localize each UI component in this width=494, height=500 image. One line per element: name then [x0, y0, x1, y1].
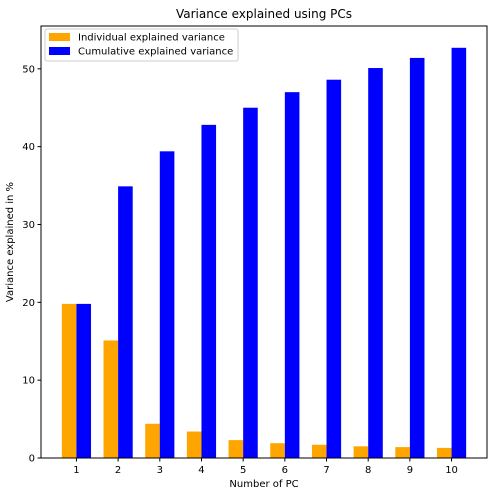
bar-cumulative: [159, 151, 175, 459]
plot-area-frame: [40, 25, 488, 459]
y-tick-label: 50: [22, 64, 35, 75]
y-tick-label: 20: [22, 298, 35, 309]
x-axis-label: Number of PC: [229, 479, 298, 490]
chart-title: Variance explained using PCs: [176, 7, 352, 21]
bar-individual: [103, 340, 119, 458]
bar-cumulative: [326, 79, 342, 459]
legend: Individual explained variance Cumulative…: [44, 28, 239, 62]
legend-label-cumulative: Cumulative explained variance: [78, 47, 233, 58]
bar-cumulative: [284, 92, 300, 458]
legend-swatch-individual: [49, 33, 70, 41]
y-tick-label: 30: [22, 220, 35, 231]
x-axis-ticks: 1 2 3 4 5 6 7 8 9 10: [73, 458, 458, 476]
bar-cumulative: [118, 186, 133, 458]
bar-individual: [353, 446, 369, 458]
x-tick-label: 9: [407, 465, 413, 476]
x-tick-label: 2: [115, 465, 121, 476]
y-axis-ticks: 0 10 20 30 40 50: [22, 64, 41, 465]
y-tick-label: 0: [29, 454, 35, 465]
y-axis-label: Variance explained in %: [5, 182, 16, 302]
bar-cumulative: [451, 47, 467, 459]
x-tick-label: 1: [73, 465, 79, 476]
bar-individual: [270, 443, 285, 458]
bar-cumulative: [76, 303, 92, 458]
x-tick-label: 5: [240, 465, 246, 476]
x-tick-label: 7: [323, 465, 329, 476]
x-tick-label: 8: [365, 465, 371, 476]
legend-swatch-cumulative: [49, 47, 70, 55]
bars-group: [61, 47, 467, 459]
x-tick-label: 6: [282, 465, 288, 476]
bar-cumulative: [243, 107, 258, 458]
y-tick-label: 10: [22, 376, 35, 387]
bar-individual: [228, 440, 244, 458]
bar-individual: [145, 423, 160, 458]
x-tick-label: 4: [198, 465, 204, 476]
x-tick-label: 3: [157, 465, 163, 476]
bar-individual: [436, 447, 452, 458]
bar-cumulative: [201, 124, 217, 458]
bar-individual: [311, 444, 327, 458]
bar-individual: [395, 447, 410, 458]
legend-box: [44, 28, 239, 62]
bar-cumulative: [368, 68, 383, 458]
bar-individual: [61, 303, 77, 458]
bar-individual: [186, 431, 202, 458]
x-tick-label: 10: [445, 465, 458, 476]
y-tick-label: 40: [22, 142, 35, 153]
bar-cumulative: [409, 57, 425, 458]
legend-label-individual: Individual explained variance: [78, 33, 225, 44]
